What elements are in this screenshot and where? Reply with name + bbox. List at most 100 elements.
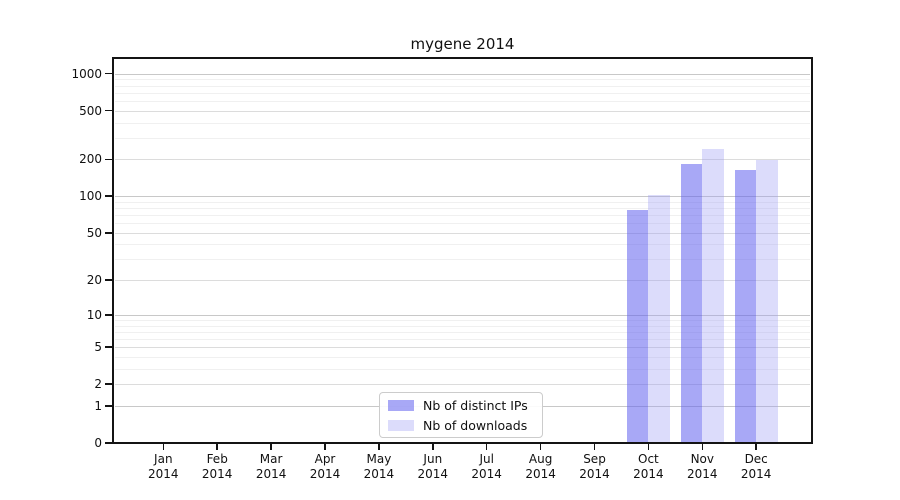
gridline-8: [115, 325, 810, 327]
x-tick-year: 2014: [309, 467, 341, 481]
bar-nb-of-downloads-dec-2014: [756, 160, 778, 444]
x-tick-year: 2014: [255, 467, 287, 481]
x-tick-label-nov: Nov 2014: [674, 452, 730, 482]
y-tick-200: [105, 158, 113, 161]
bar-nb-of-downloads-nov-2014: [702, 148, 724, 444]
gridline-90: [115, 201, 810, 203]
x-tick-month: Nov: [690, 452, 714, 466]
gridline-900: [115, 79, 810, 81]
y-tick-label-50: 50: [86, 225, 102, 240]
x-tick-label-dec: Dec 2014: [728, 452, 784, 482]
x-tick-month: Jun: [423, 452, 443, 466]
x-tick-label-sep: Sep 2014: [567, 452, 623, 482]
x-tick-year: 2014: [148, 467, 179, 481]
x-tick-label-jun: Jun 2014: [405, 452, 461, 482]
x-tick-jun: [432, 444, 434, 450]
y-tick-5: [105, 346, 113, 348]
gridline-700: [115, 92, 810, 94]
x-tick-label-feb: Feb 2014: [189, 452, 245, 482]
y-tick-500: [105, 109, 113, 112]
x-tick-month: Mar: [259, 452, 283, 466]
gridline-400: [115, 122, 810, 124]
y-tick-label-1000: 1000: [71, 66, 102, 81]
gridline-9: [115, 319, 810, 321]
spine-right: [811, 57, 813, 444]
gridline-500: [115, 110, 810, 112]
x-tick-year: 2014: [687, 467, 718, 481]
y-tick-0: [105, 442, 113, 444]
y-tick-label-5: 5: [94, 340, 102, 355]
x-tick-year: 2014: [740, 467, 772, 481]
gridline-2: [115, 384, 810, 386]
legend: Nb of distinct IPs Nb of downloads: [379, 392, 543, 438]
legend-item-nb-of-distinct-ips: Nb of distinct IPs: [388, 398, 534, 413]
gridline-7: [115, 331, 810, 333]
y-tick-1000: [105, 72, 113, 75]
y-tick-2: [105, 383, 113, 386]
y-tick-10: [105, 314, 113, 316]
x-tick-label-mar: Mar 2014: [243, 452, 299, 482]
x-tick-sep: [593, 444, 596, 450]
x-tick-year: 2014: [579, 467, 610, 481]
y-tick-label-500: 500: [79, 103, 102, 118]
x-tick-month: Dec: [744, 452, 768, 466]
gridline-40: [115, 244, 810, 246]
legend-label: Nb of distinct IPs: [423, 397, 528, 413]
spine-top: [114, 57, 813, 59]
x-tick-feb: [216, 444, 218, 450]
y-tick-label-200: 200: [79, 152, 102, 167]
spine-left: [112, 57, 114, 444]
gridline-300: [115, 137, 810, 139]
bar-nb-of-distinct-ips-oct-2014: [626, 210, 649, 444]
y-tick-label-10: 10: [86, 307, 102, 322]
x-tick-year: 2014: [633, 467, 664, 481]
x-tick-may: [378, 444, 380, 450]
gridline-3: [115, 368, 810, 370]
x-tick-year: 2014: [471, 467, 502, 481]
spine-bottom: [114, 442, 813, 444]
y-tick-label-20: 20: [86, 273, 102, 288]
gridline-50: [115, 232, 810, 234]
y-tick-50: [105, 231, 113, 234]
legend-swatch-icon: [388, 399, 414, 411]
gridline-80: [115, 208, 810, 210]
x-tick-label-apr: Apr 2014: [297, 452, 353, 482]
legend-item-nb-of-downloads: Nb of downloads: [388, 418, 534, 433]
y-tick-20: [105, 279, 113, 282]
bar-nb-of-distinct-ips-dec-2014: [734, 170, 757, 444]
gridline-30: [115, 259, 810, 261]
x-tick-year: 2014: [417, 467, 449, 481]
x-tick-label-may: May 2014: [351, 452, 407, 482]
x-tick-year: 2014: [525, 467, 556, 481]
chart-title: mygene 2014: [410, 35, 515, 53]
x-tick-label-oct: Oct 2014: [620, 452, 676, 482]
x-tick-nov: [701, 444, 704, 450]
y-tick-1: [105, 405, 113, 407]
x-tick-aug: [539, 444, 542, 450]
x-tick-year: 2014: [201, 467, 233, 481]
gridline-200: [115, 159, 810, 161]
x-tick-label-aug: Aug 2014: [513, 452, 569, 482]
x-tick-label-jan: Jan 2014: [135, 452, 191, 482]
y-tick-label-100: 100: [79, 189, 102, 204]
y-tick-label-0: 0: [94, 436, 102, 450]
gridline-800: [115, 85, 810, 87]
gridline-1000: [115, 73, 810, 75]
y-tick-100: [105, 195, 113, 198]
x-tick-mar: [270, 444, 272, 450]
gridline-100: [115, 196, 810, 198]
x-tick-dec: [755, 444, 757, 450]
x-tick-month: Jul: [479, 452, 494, 466]
y-tick-label-1: 1: [94, 398, 102, 413]
x-tick-month: Apr: [314, 452, 336, 466]
gridline-20: [115, 280, 810, 282]
x-tick-apr: [324, 444, 326, 450]
x-tick-month: May: [366, 452, 392, 466]
x-tick-year: 2014: [363, 467, 395, 481]
bar-nb-of-downloads-oct-2014: [648, 194, 670, 444]
gridline-60: [115, 223, 810, 225]
x-tick-jul: [485, 444, 488, 450]
gridline-5: [115, 347, 810, 349]
y-tick-label-2: 2: [94, 377, 102, 392]
